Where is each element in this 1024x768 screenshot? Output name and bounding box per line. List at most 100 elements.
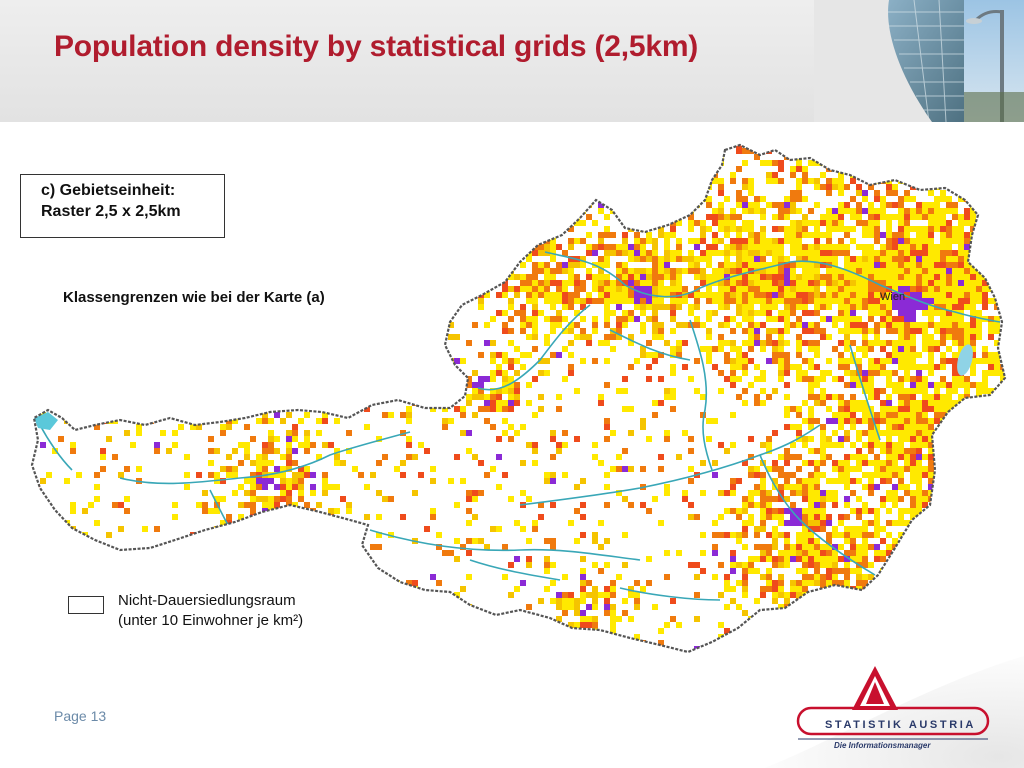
density-cell [730, 568, 736, 574]
density-cell [976, 508, 982, 514]
density-cell [334, 508, 340, 514]
density-cell [784, 496, 790, 502]
density-cell [628, 250, 634, 256]
density-cell [970, 364, 976, 370]
density-cell [994, 562, 1000, 568]
density-cell [820, 544, 826, 550]
density-cell [784, 340, 790, 346]
density-cell [796, 226, 802, 232]
density-cell [796, 238, 802, 244]
density-cell [688, 466, 694, 472]
density-cell [826, 244, 832, 250]
density-cell [982, 478, 988, 484]
density-cell [598, 184, 604, 190]
density-cell [700, 490, 706, 496]
density-cell [898, 388, 904, 394]
density-cell [484, 418, 490, 424]
density-cell [790, 322, 796, 328]
density-cell [886, 382, 892, 388]
density-cell [886, 340, 892, 346]
density-cell [32, 568, 34, 574]
density-cell [442, 274, 448, 280]
density-cell [808, 424, 814, 430]
density-cell [982, 304, 988, 310]
density-cell [610, 298, 616, 304]
density-cell [766, 340, 772, 346]
density-cell [994, 406, 1000, 412]
density-cell [46, 472, 52, 478]
density-cell [574, 322, 580, 328]
density-cell [964, 292, 970, 298]
density-cell [970, 286, 976, 292]
density-cell [460, 358, 466, 364]
density-cell [868, 478, 874, 484]
density-cell [778, 640, 784, 646]
density-cell [874, 286, 880, 292]
density-cell [634, 190, 640, 196]
density-cell [196, 640, 202, 646]
density-cell [202, 508, 208, 514]
density-cell [292, 478, 298, 484]
density-cell [856, 220, 862, 226]
density-cell [814, 145, 820, 148]
density-cell [550, 322, 556, 328]
density-cell [898, 268, 904, 274]
density-cell [376, 268, 382, 274]
density-cell [832, 394, 838, 400]
legend-label: Nicht-Dauersiedlungsraum (unter 10 Einwo… [118, 591, 303, 631]
density-cell [760, 196, 766, 202]
density-cell [748, 292, 754, 298]
density-cell [280, 508, 286, 514]
density-cell [436, 346, 442, 352]
density-cell [718, 442, 724, 448]
density-cell [868, 316, 874, 322]
density-cell [616, 196, 622, 202]
density-cell [796, 586, 802, 592]
density-cell [454, 334, 460, 340]
density-cell [580, 196, 586, 202]
density-cell [784, 424, 790, 430]
density-cell [358, 592, 364, 598]
density-cell [388, 286, 394, 292]
density-cell [808, 412, 814, 418]
density-cell [940, 214, 946, 220]
density-cell [712, 346, 718, 352]
density-cell [616, 328, 622, 334]
density-cell [280, 322, 286, 328]
density-cell [814, 292, 820, 298]
density-cell [796, 634, 802, 640]
density-cell [508, 592, 514, 598]
density-cell [670, 352, 676, 358]
density-cell [934, 172, 940, 178]
density-cell [904, 394, 910, 400]
density-cell [766, 514, 772, 520]
density-cell [250, 490, 256, 496]
density-cell [244, 400, 250, 406]
density-cell [982, 220, 988, 226]
density-cell [238, 442, 244, 448]
density-cell [712, 520, 718, 526]
density-cell [904, 244, 910, 250]
density-cell [922, 145, 928, 148]
density-cell [988, 232, 994, 238]
density-cell [778, 316, 784, 322]
density-cell [898, 430, 904, 436]
density-cell [922, 232, 928, 238]
density-cell [370, 472, 376, 478]
density-cell [886, 310, 892, 316]
density-cell [550, 502, 556, 508]
density-cell [466, 226, 472, 232]
density-cell [964, 460, 970, 466]
density-cell [826, 208, 832, 214]
density-cell [670, 598, 676, 604]
density-cell [166, 280, 172, 286]
density-cell [658, 208, 664, 214]
density-cell [544, 292, 550, 298]
density-cell [928, 172, 934, 178]
density-cell [994, 154, 1000, 160]
density-cell [472, 394, 478, 400]
density-cell [670, 388, 676, 394]
density-cell [778, 352, 784, 358]
density-cell [838, 640, 844, 646]
density-cell [814, 244, 820, 250]
